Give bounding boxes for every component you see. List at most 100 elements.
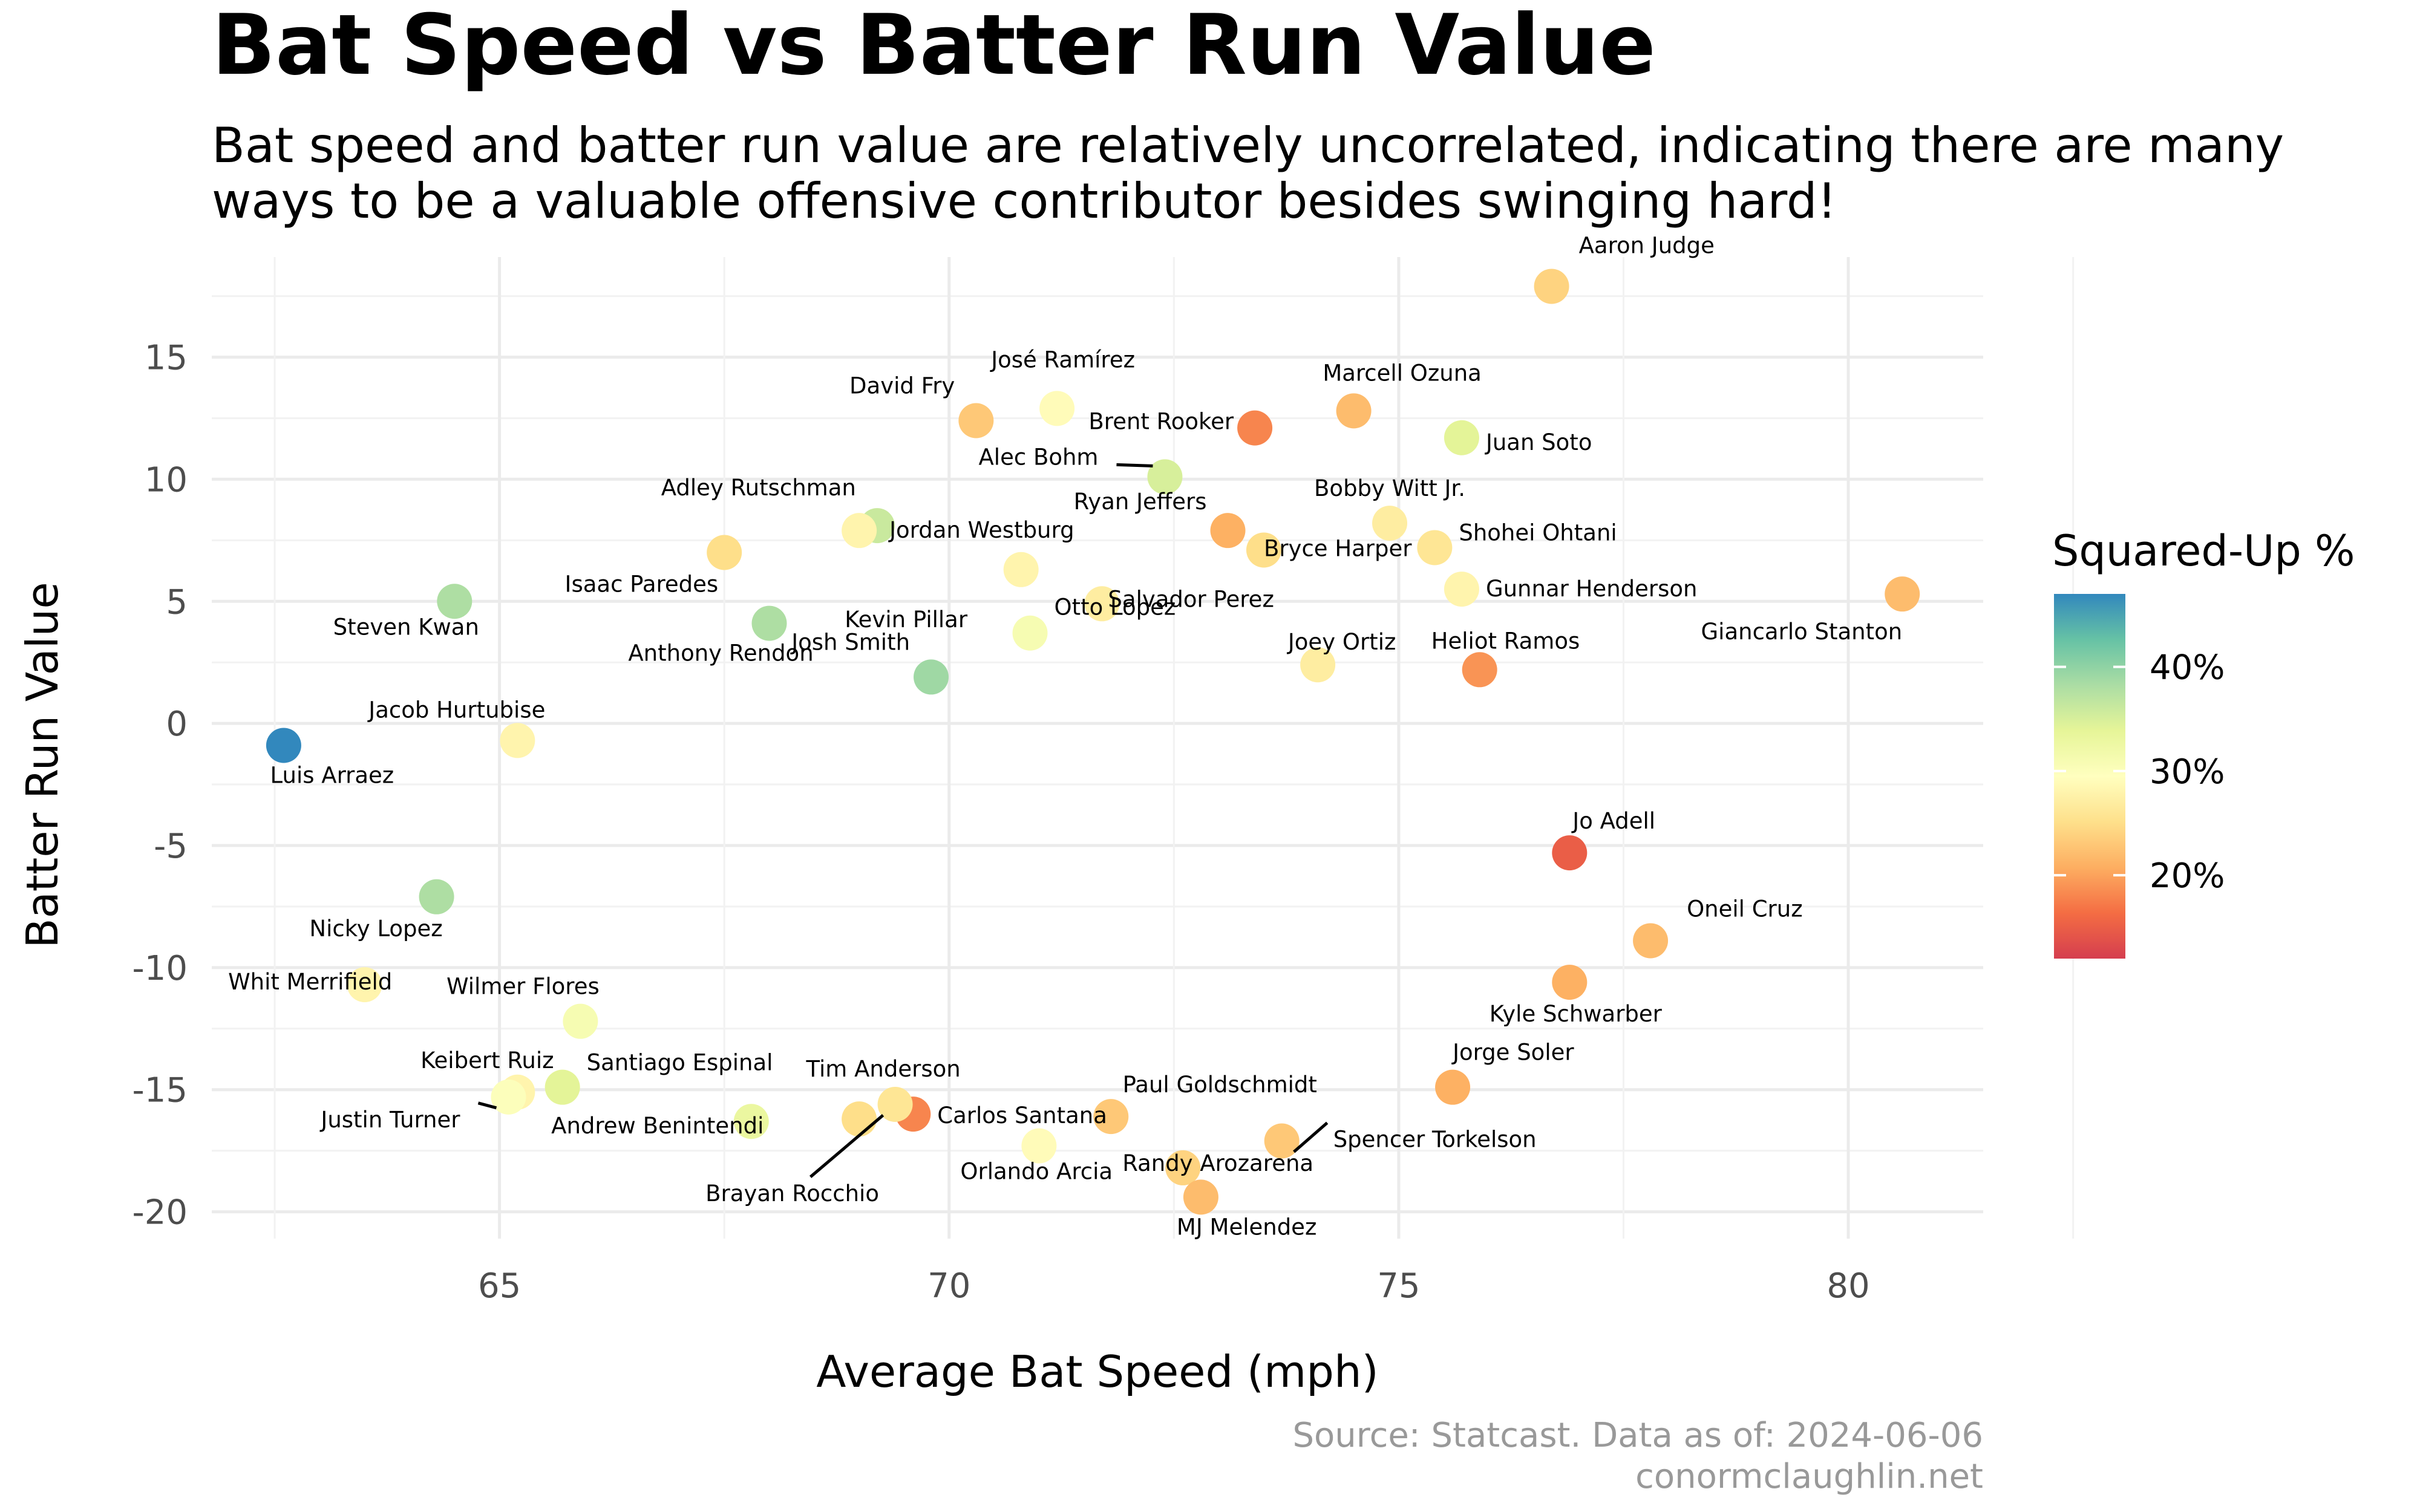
point-label: Luis Arraez <box>270 762 394 788</box>
plot-panel: Aaron Judge José Ramírez David Fry Marcell … <box>212 232 2075 1240</box>
y-tick-label: -15 <box>132 1071 188 1110</box>
point-label: David Fry <box>849 373 955 399</box>
data-point <box>842 513 877 549</box>
caption-source: Source: Statcast. Data as of: 2024-06-06 <box>1292 1416 1983 1455</box>
point-label: Randy Arozarena <box>1122 1150 1313 1176</box>
label-leader-line <box>477 1101 497 1110</box>
axes: 65 70 75 80 -20 -15 -10 -5 0 5 10 15 <box>132 339 1870 1306</box>
point-label: MJ Melendez <box>1177 1214 1316 1240</box>
data-point <box>1435 1069 1471 1105</box>
data-point <box>1003 552 1039 587</box>
label-leader-line <box>1116 463 1153 468</box>
data-point <box>544 1069 580 1105</box>
y-tick-label: 15 <box>145 339 188 378</box>
color-legend: Squared-Up % 40% 30% 20% <box>2052 526 2355 959</box>
y-tick-label: -20 <box>132 1193 188 1233</box>
point-label: Gunnar Henderson <box>1486 576 1698 602</box>
data-point <box>751 605 787 641</box>
chart-subtitle-line-1: Bat speed and batter run value are relat… <box>212 117 2284 174</box>
data-point <box>1336 393 1372 429</box>
data-point <box>1183 1179 1218 1215</box>
point-label: José Ramírez <box>990 347 1135 373</box>
gridlines <box>212 257 2075 1239</box>
y-axis-title: Batter Run Value <box>17 582 68 948</box>
data-point <box>500 723 535 758</box>
data-point <box>419 879 454 914</box>
legend-ticks: 40% 30% 20% <box>2054 648 2225 896</box>
point-label: Spencer Torkelson <box>1333 1127 1537 1153</box>
data-point <box>1012 615 1048 651</box>
point-label: Jacob Hurtubise <box>367 697 545 723</box>
point-label: Santiago Espinal <box>587 1050 773 1076</box>
data-point <box>1444 420 1479 455</box>
data-point <box>1534 269 1569 304</box>
data-point <box>1462 652 1497 688</box>
legend-color-bar <box>2054 594 2125 959</box>
point-label: Josh Smith <box>790 629 910 655</box>
data-point <box>1039 391 1075 426</box>
data-point <box>1633 923 1669 959</box>
point-label: Anthony Rendon <box>628 640 813 666</box>
point-label: Isaac Paredes <box>565 572 719 598</box>
x-tick-label: 70 <box>927 1266 970 1306</box>
point-label: Andrew Benintendi <box>551 1113 764 1139</box>
point-label: Nicky Lopez <box>309 916 442 942</box>
data-point <box>1165 1150 1201 1185</box>
point-label: Jordan Westburg <box>888 517 1074 543</box>
y-tick-label: 0 <box>166 705 188 744</box>
data-point <box>914 659 949 695</box>
data-point <box>1552 965 1588 1000</box>
y-tick-label: -10 <box>132 949 188 988</box>
label-leader-line <box>809 1114 885 1178</box>
data-point <box>1246 532 1281 568</box>
data-point <box>1147 459 1183 495</box>
data-point <box>877 1086 913 1122</box>
point-label: Heliot Ramos <box>1431 628 1580 654</box>
data-point <box>1372 506 1408 541</box>
data-point <box>347 967 382 1003</box>
legend-tick-label: 40% <box>2150 648 2225 688</box>
data-point <box>1444 572 1479 607</box>
data-point <box>1885 576 1920 612</box>
point-label: Joey Ortiz <box>1287 629 1396 655</box>
point-label: Keibert Ruiz <box>420 1048 554 1074</box>
point-label: Carlos Santana <box>937 1103 1107 1129</box>
data-point <box>707 535 742 570</box>
legend-tick-label: 30% <box>2150 752 2225 792</box>
legend-tick-label: 20% <box>2150 856 2225 896</box>
point-label: Bryce Harper <box>1264 535 1412 561</box>
point-label: Adley Rutschman <box>661 475 856 501</box>
data-point <box>1084 586 1120 622</box>
data-point <box>1552 835 1588 871</box>
x-tick-label: 75 <box>1377 1266 1420 1306</box>
point-label: Ryan Jeffers <box>1074 489 1207 515</box>
point-label: Aaron Judge <box>1579 232 1715 258</box>
point-label: Brayan Rocchio <box>705 1181 879 1207</box>
point-label: Salvador Perez <box>1108 586 1274 612</box>
x-tick-label: 65 <box>478 1266 521 1306</box>
y-tick-label: 5 <box>166 582 188 622</box>
data-point <box>842 1101 877 1137</box>
chart-title: Bat Speed vs Batter Run Value <box>212 0 1656 94</box>
caption-site: conormclaughlin.net <box>1635 1457 1983 1496</box>
data-point <box>563 1003 598 1039</box>
data-point <box>1264 1123 1300 1159</box>
point-label: Kyle Schwarber <box>1490 1001 1663 1027</box>
data-point <box>958 403 994 438</box>
y-tick-label: -5 <box>154 827 188 866</box>
point-label: Orlando Arcia <box>960 1159 1113 1185</box>
label-leader-line <box>1293 1121 1329 1153</box>
x-axis-title: Average Bat Speed (mph) <box>816 1346 1378 1397</box>
x-tick-label: 80 <box>1826 1266 1869 1306</box>
point-label: Tim Anderson <box>806 1056 961 1082</box>
data-point <box>733 1104 769 1139</box>
data-point <box>1300 647 1336 683</box>
legend-title: Squared-Up % <box>2052 526 2355 576</box>
point-label: Jo Adell <box>1571 808 1655 834</box>
point-label: Wilmer Flores <box>446 974 600 1000</box>
y-tick-label: 10 <box>145 460 188 500</box>
point-label: Marcell Ozuna <box>1323 360 1482 386</box>
point-label: Steven Kwan <box>333 614 479 640</box>
point-label: Oneil Cruz <box>1687 896 1803 922</box>
